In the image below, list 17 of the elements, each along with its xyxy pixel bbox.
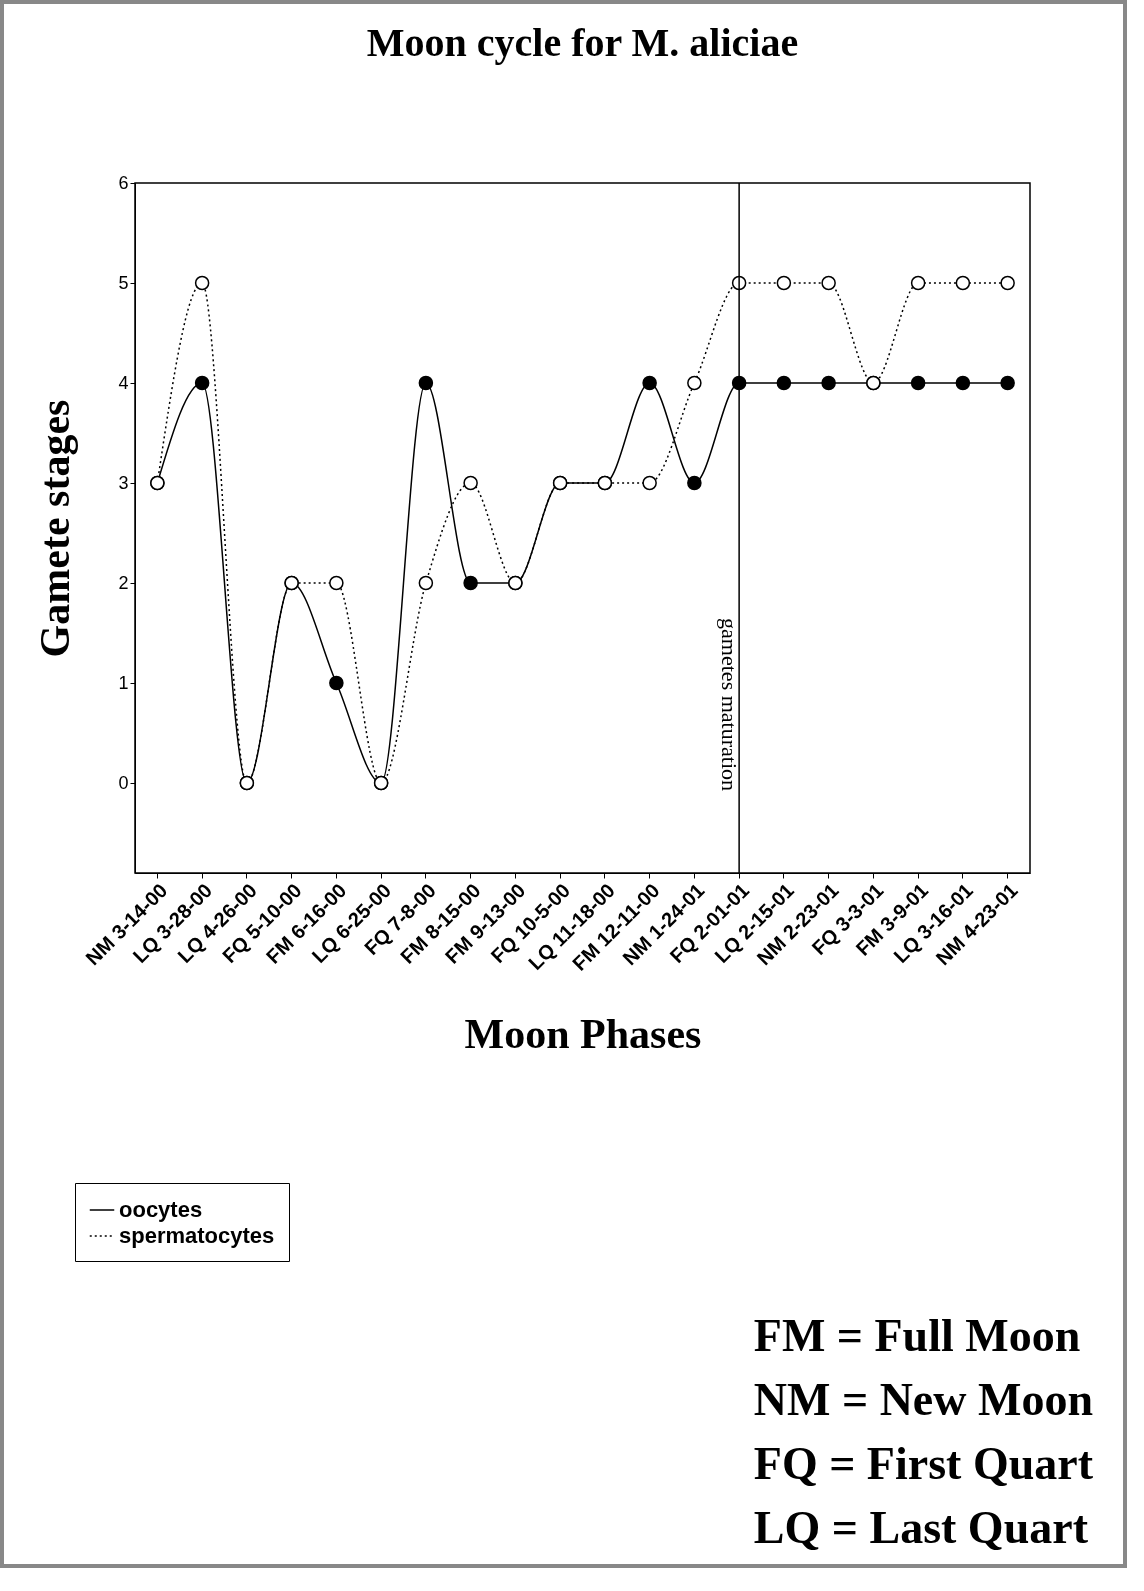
ref-line-label: gametes maturation [717,618,743,791]
y-tick-label: 4 [118,372,129,393]
y-tick-label: 3 [118,472,129,493]
legend-label: oocytes [119,1197,203,1222]
y-tick-label: 2 [118,572,129,593]
y-tick-label: 0 [118,772,129,793]
y-axis-title: Gamete stages [32,399,79,658]
text: LQ = Last Quart [753,1501,1089,1555]
text: NM = New Moon [753,1373,1093,1427]
legend-label: spermatocytes [119,1223,275,1248]
y-tick-label: 6 [118,172,129,193]
x-axis-title: Moon Phases [464,1010,702,1057]
chart-title: Moon cycle for M. aliciae [366,20,799,65]
y-tick-label: 1 [118,672,129,693]
y-tick-label: 5 [118,272,129,293]
text: FM = Full Moon [753,1309,1082,1363]
text: FQ = First Quart [753,1437,1093,1491]
